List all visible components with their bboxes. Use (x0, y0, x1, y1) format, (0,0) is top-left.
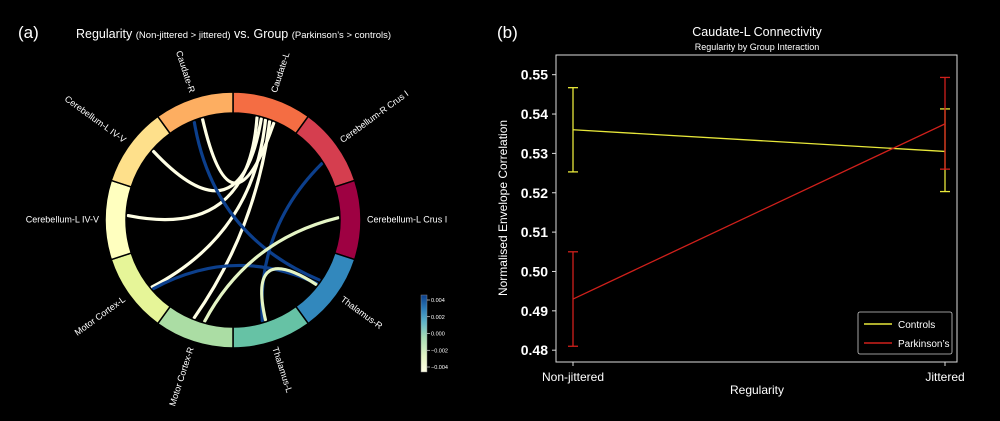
chord-label: Cerebellum-L IV-V (26, 214, 99, 224)
chord-link (192, 120, 321, 282)
y-tick-label: 0.52 (521, 185, 548, 201)
chord-link (151, 263, 319, 291)
chord-segment-caudate-r (156, 91, 234, 135)
colorbar-tick-label: −0.004 (431, 365, 448, 371)
y-axis-label: Normalised Envelope Correlation (496, 120, 510, 296)
chord-link (151, 117, 263, 193)
x-axis: Non-jittered Jittered (542, 362, 965, 384)
chord-link (203, 216, 340, 323)
x-axis-label: Regularity (730, 383, 784, 397)
chord-segments (104, 91, 362, 349)
series-line-parkinson-s (572, 123, 946, 300)
title-vs-group: vs. Group (234, 27, 289, 41)
legend-label: Parkinson’s (898, 339, 950, 350)
chart-subtitle: Regularity by Group Interaction (695, 42, 820, 52)
chord-links (126, 116, 340, 323)
x-tick-label: Jittered (925, 370, 964, 384)
y-tick-label: 0.48 (521, 342, 548, 358)
title-regularity: Regularity (76, 27, 133, 41)
colorbar-tick-label: 0.000 (431, 332, 445, 338)
panel-label-b: (b) (497, 23, 518, 42)
colorbar-tick-label: 0.002 (431, 315, 445, 321)
y-tick-label: 0.53 (521, 145, 548, 161)
chord-link (126, 116, 259, 222)
y-tick-label: 0.51 (521, 224, 548, 240)
colorbar-tick-label: 0.004 (431, 298, 445, 304)
colorbar: 0.004 0.002 0.000 −0.002 −0.004 (420, 294, 448, 373)
y-tick-label: 0.50 (521, 263, 548, 279)
plot-frame (555, 54, 958, 363)
legend: Controls Parkinson’s (857, 311, 953, 355)
legend-label: Controls (898, 320, 935, 331)
y-tick-label: 0.55 (521, 67, 548, 83)
series-line-controls (572, 129, 946, 153)
y-tick-label: 0.54 (521, 106, 548, 122)
series-group (568, 76, 950, 347)
chart-title: Caudate-L Connectivity (692, 25, 822, 39)
x-tick-label: Non-jittered (542, 370, 604, 384)
title-group-detail: (Parkinson’s > controls) (291, 30, 392, 41)
chord-link (201, 117, 276, 185)
y-axis: 0.48 0.49 0.50 0.51 0.52 0.53 0.54 0.55 (521, 67, 556, 358)
title-regularity-detail: (Non-jittered > jittered) (135, 30, 231, 41)
panel-label-a: (a) (18, 23, 39, 42)
y-tick-label: 0.49 (521, 303, 548, 319)
panel-a-title: Regularity (Non-jittered > jittered) vs.… (76, 27, 391, 41)
chord-link (260, 267, 318, 322)
chord-label: Cerebellum-L Crus I (367, 214, 447, 224)
colorbar-tick-label: −0.002 (431, 348, 448, 354)
chord-link (150, 118, 268, 289)
